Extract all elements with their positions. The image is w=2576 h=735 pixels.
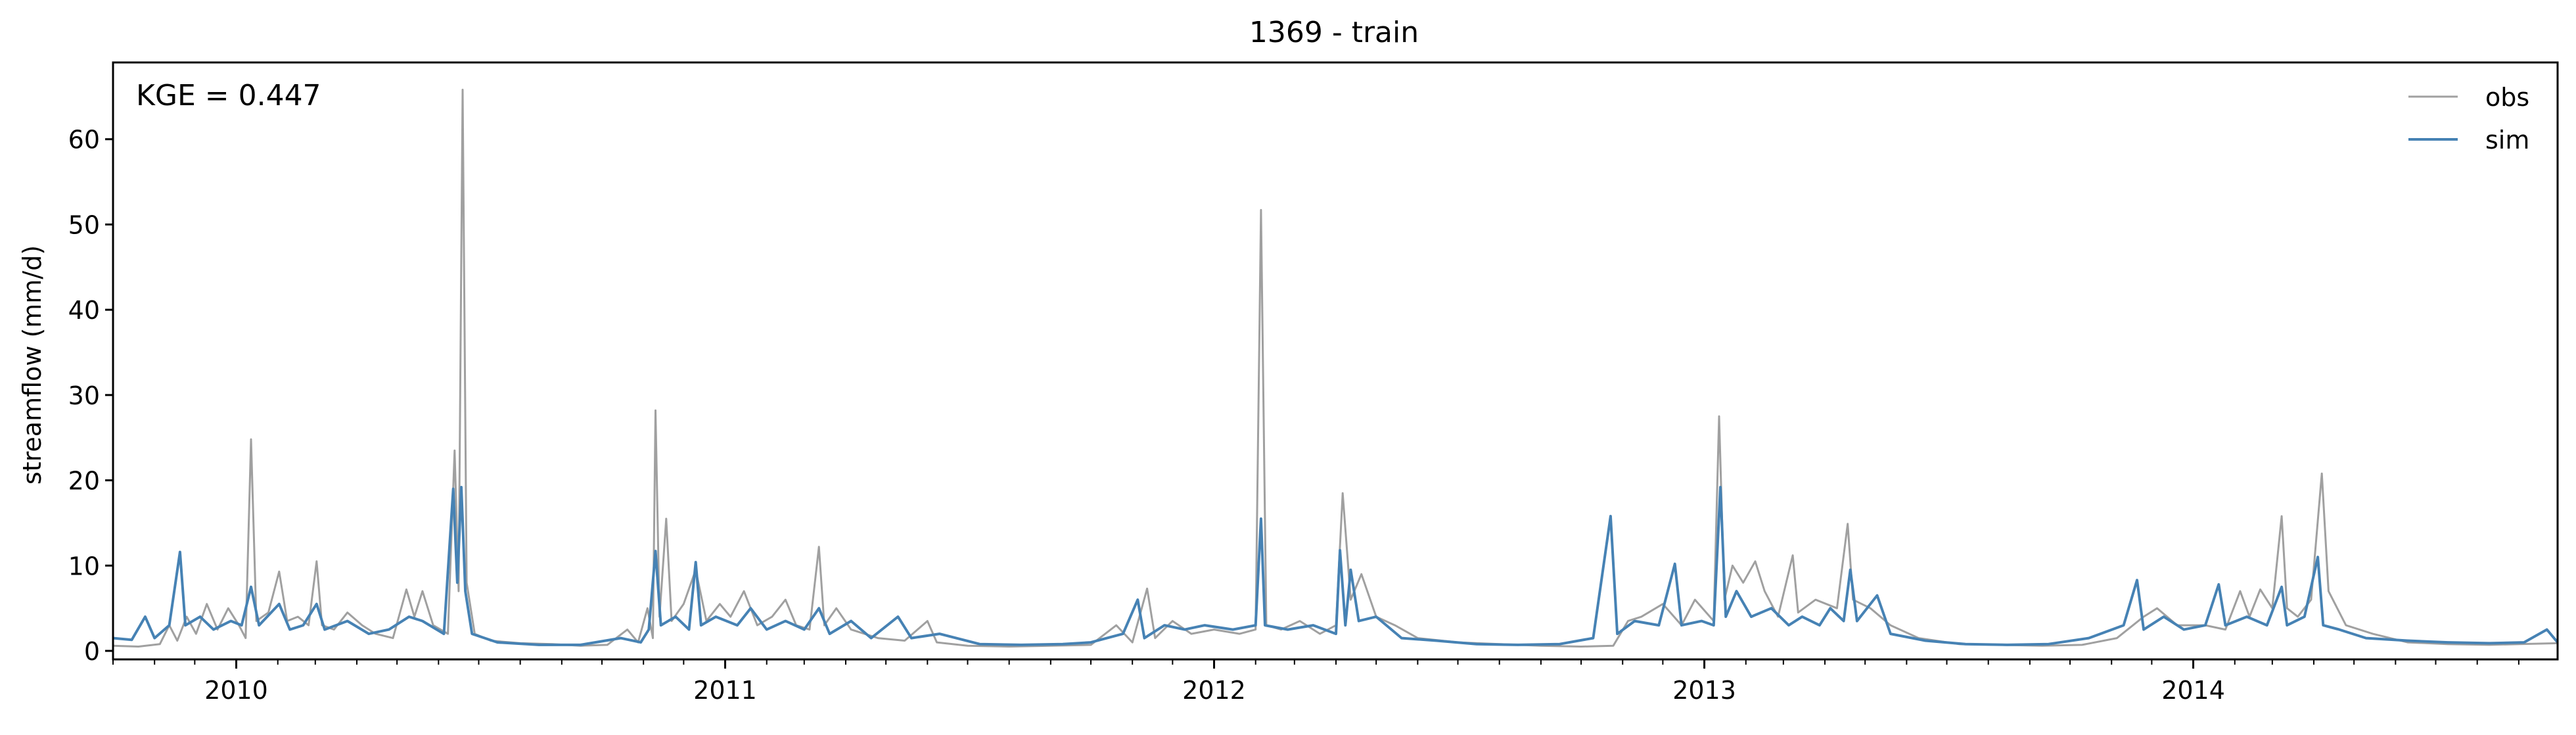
- series-layer: [113, 89, 2558, 648]
- series-line-sim: [113, 486, 2558, 646]
- axes-layer: 0 10 20 30 40 50 60 2010 2011 2012 2013 2014: [68, 126, 2519, 705]
- legend-label-sim: sim: [2485, 126, 2529, 154]
- y-tick-label: 60: [68, 126, 100, 154]
- x-tick-label: 2012: [1182, 676, 1246, 705]
- legend-label-obs: obs: [2485, 83, 2529, 112]
- x-tick-label: 2013: [1672, 676, 1736, 705]
- x-tick-label: 2010: [204, 676, 268, 705]
- chart-title: 1369 - train: [1249, 16, 1419, 49]
- legend: obs sim: [2408, 83, 2529, 154]
- y-tick-label: 20: [68, 467, 100, 496]
- y-tick-label: 50: [68, 210, 100, 239]
- y-tick-label: 40: [68, 296, 100, 325]
- y-tick-label: 10: [68, 552, 100, 581]
- x-tick-label: 2011: [693, 676, 757, 705]
- x-tick-label: 2014: [2161, 676, 2225, 705]
- y-tick-label: 0: [84, 637, 100, 666]
- y-axis-label: streamflow (mm/d): [18, 245, 47, 485]
- plot-frame: [112, 61, 2559, 661]
- y-tick-label: 30: [68, 381, 100, 410]
- kge-annotation: KGE = 0.447: [136, 79, 321, 112]
